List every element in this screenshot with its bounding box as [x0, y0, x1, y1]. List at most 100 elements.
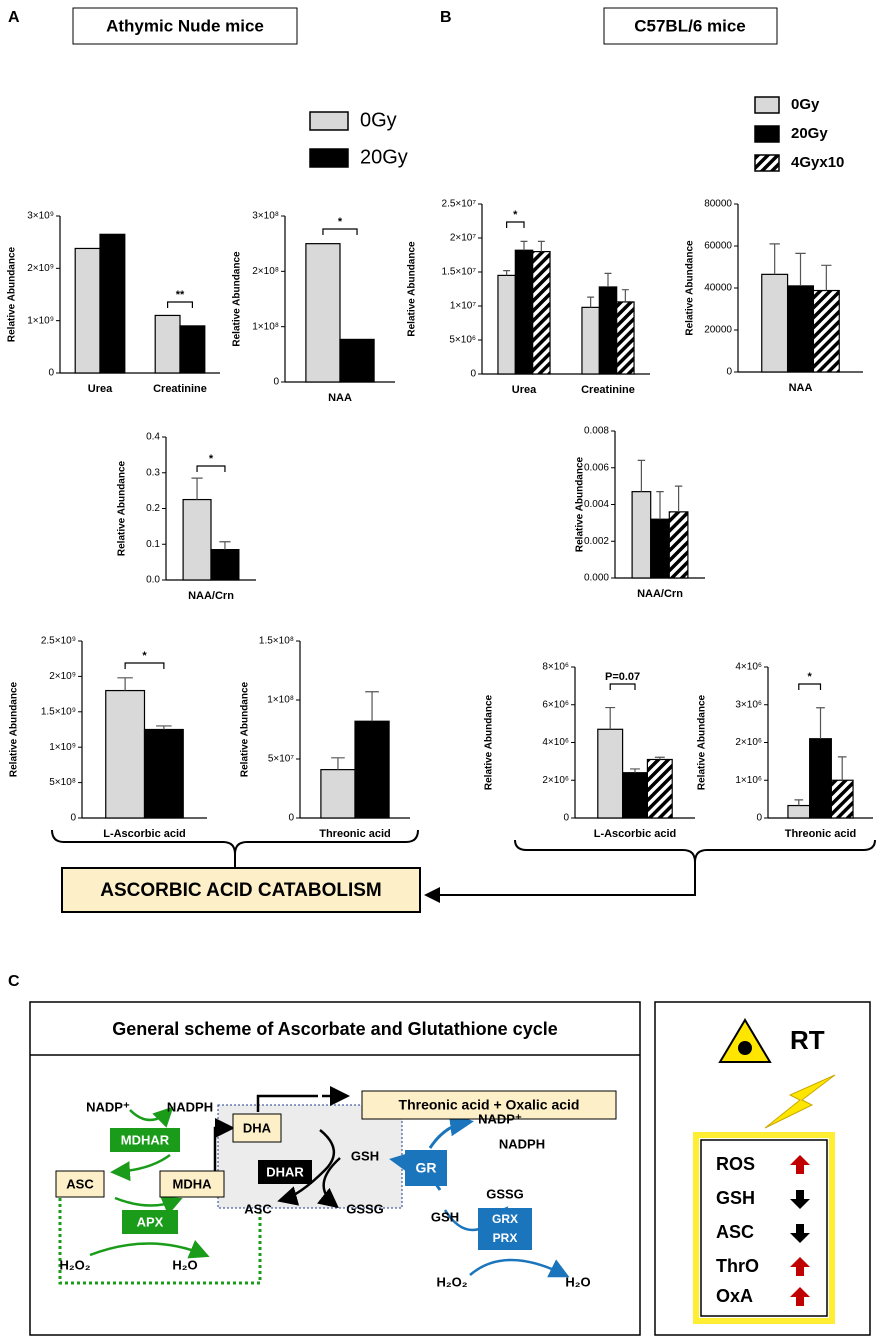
y-tick-label: 0.3 [146, 467, 160, 478]
error-bar [621, 289, 629, 302]
effect-arrow [790, 1224, 810, 1243]
error-bar [769, 243, 780, 275]
arrow [469, 1258, 570, 1278]
y-tick-label: 0.008 [584, 426, 609, 437]
significance-label: * [338, 216, 343, 228]
bar [621, 772, 648, 819]
y-axis-label: Relative Abundance [407, 241, 418, 337]
enzyme: APX [137, 1214, 164, 1229]
bar [354, 720, 390, 819]
significance-label: * [142, 650, 147, 662]
header-box [603, 7, 778, 45]
y-tick-label: 1×10⁸ [267, 695, 294, 706]
enzyme-box [478, 1208, 532, 1250]
y-tick-label: 2.5×10⁷ [442, 199, 477, 210]
y-tick-label: 0.006 [584, 462, 609, 473]
error-bar [605, 706, 616, 730]
y-tick-label: 2×10⁷ [450, 233, 477, 244]
arrow [110, 1153, 171, 1182]
error-bar [637, 459, 646, 492]
significance-bracket [196, 465, 226, 472]
y-axis-label: Relative Abundance [7, 246, 18, 342]
x-tick-label: NAA [328, 392, 352, 404]
y-tick-label: 1×10⁷ [450, 301, 477, 312]
error-bar [795, 252, 806, 286]
bar [514, 249, 534, 375]
x-tick-label: Threonic acid [319, 828, 391, 840]
error-bar [503, 270, 511, 276]
metabolite: NADPH [167, 1099, 213, 1114]
legend-swatch [754, 125, 780, 143]
y-tick-label: 2×10⁶ [542, 775, 569, 786]
bar [210, 549, 240, 581]
bar [761, 273, 789, 373]
radiation-icon [738, 1041, 752, 1055]
x-tick-label: L-Ascorbic acid [103, 828, 186, 840]
bar [143, 728, 184, 819]
arrow [213, 1118, 235, 1172]
y-tick-label: 60000 [704, 241, 732, 252]
significance-bracket [506, 221, 525, 228]
arrow [317, 1157, 341, 1209]
effect-arrow [790, 1155, 810, 1174]
legend-swatch [754, 96, 780, 114]
y-tick-label: 1.5×10⁸ [259, 636, 294, 647]
y-tick-label: 1×10⁹ [27, 315, 54, 326]
significance-label: * [808, 671, 813, 683]
error-bar [520, 240, 528, 251]
error-bar [219, 541, 231, 550]
enzyme: DHAR [266, 1164, 304, 1179]
y-tick-label: 0 [726, 367, 732, 378]
y-axis-label: Relative Abundance [117, 460, 128, 556]
panel-label: B [440, 9, 452, 26]
y-tick-label: 3×10⁶ [735, 699, 762, 710]
y-tick-label: 1×10⁶ [735, 775, 762, 786]
x-tick-label: NAA/Crn [188, 590, 234, 602]
metabolite: H₂O₂ [436, 1274, 467, 1289]
y-tick-label: 0.000 [584, 573, 609, 584]
recycle-path [58, 1198, 262, 1285]
error-bar [630, 768, 640, 773]
enzyme-box [258, 1160, 312, 1184]
x-tick-label: L-Ascorbic acid [594, 828, 677, 840]
significance-label: ** [176, 289, 185, 301]
metabolite: GSSG [346, 1201, 384, 1216]
bar [598, 286, 618, 375]
arrow [129, 1106, 174, 1128]
y-tick-label: 1×10⁹ [49, 742, 76, 753]
bar [812, 289, 840, 373]
x-tick-label: NAA [789, 382, 813, 394]
metabolite-box [232, 1113, 282, 1143]
error-bar [816, 707, 825, 739]
error-bar [794, 799, 804, 806]
metabolite: H₂O₂ [59, 1257, 90, 1272]
enzyme-box [405, 1150, 447, 1186]
error-bar [587, 296, 595, 308]
x-tick-label: Urea [512, 384, 537, 396]
y-tick-label: 0 [470, 369, 476, 380]
y-tick-label: 2×10⁸ [252, 266, 279, 277]
effects-box [693, 1132, 835, 1324]
brace [514, 839, 876, 863]
metabolite: NADP⁺ [478, 1111, 522, 1126]
header-box [72, 7, 298, 45]
metabolite: MDHA [173, 1176, 213, 1191]
y-tick-label: 6×10⁶ [542, 699, 569, 710]
metabolite: ASC [66, 1176, 94, 1191]
metabolite: NADP⁺ [86, 1099, 130, 1114]
bar [339, 338, 375, 383]
x-tick-label: Urea [88, 383, 113, 395]
error-bar [821, 264, 832, 291]
y-tick-label: 4×10⁶ [735, 662, 762, 673]
lightning [764, 1074, 836, 1129]
bar [616, 301, 635, 375]
legend-swatch [309, 148, 349, 168]
y-tick-label: 4×10⁶ [542, 737, 569, 748]
arrow [428, 1112, 474, 1149]
y-tick-label: 0 [288, 813, 294, 824]
legend-label: 4Gyx10 [791, 154, 844, 171]
bar [787, 804, 811, 819]
products: Threonic acid + Oxalic acid [399, 1097, 580, 1113]
y-tick-label: 8×10⁶ [542, 662, 569, 673]
enzyme-box [110, 1128, 180, 1152]
